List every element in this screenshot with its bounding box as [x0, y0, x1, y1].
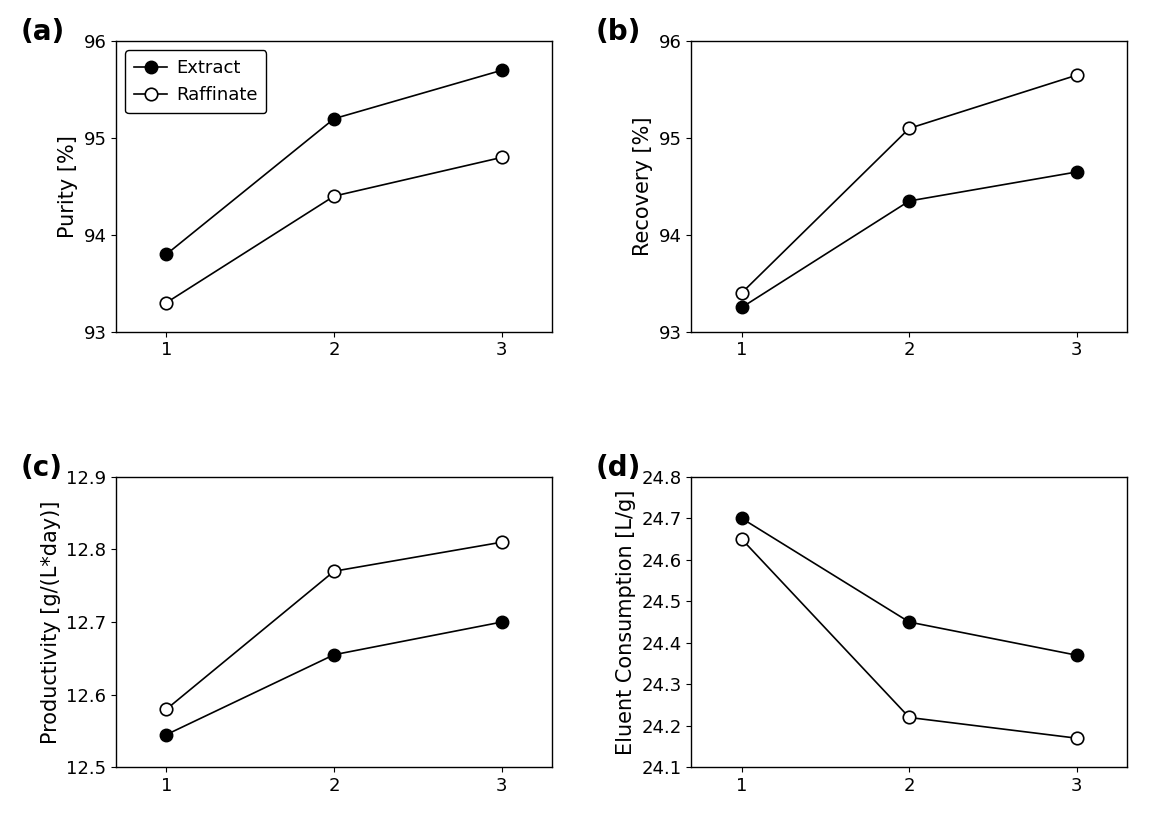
- Line: Raffinate: Raffinate: [736, 68, 1083, 299]
- Line: Raffinate: Raffinate: [160, 151, 508, 309]
- Extract: [328, 114, 342, 124]
- Raffinate: [1070, 733, 1084, 743]
- Text: (b): (b): [595, 18, 641, 46]
- Extract: [328, 650, 342, 660]
- Extract: [495, 65, 509, 75]
- Extract: [159, 729, 173, 739]
- Raffinate: [902, 124, 916, 134]
- Raffinate: [734, 534, 748, 544]
- Y-axis label: Productivity [g/(L*day)]: Productivity [g/(L*day)]: [41, 500, 60, 744]
- Legend: Extract, Raffinate: Extract, Raffinate: [125, 50, 266, 113]
- Y-axis label: Purity [%]: Purity [%]: [58, 135, 78, 238]
- Line: Raffinate: Raffinate: [736, 533, 1083, 744]
- Raffinate: [734, 288, 748, 298]
- Extract: [734, 513, 748, 523]
- Text: (d): (d): [595, 454, 641, 482]
- Y-axis label: Eluent Consumption [L/g]: Eluent Consumption [L/g]: [616, 489, 636, 755]
- Raffinate: [495, 537, 509, 547]
- Line: Extract: Extract: [160, 64, 508, 261]
- Line: Raffinate: Raffinate: [160, 536, 508, 715]
- Raffinate: [159, 705, 173, 714]
- Raffinate: [328, 191, 342, 201]
- Extract: [902, 617, 916, 627]
- Line: Extract: Extract: [736, 512, 1083, 662]
- Raffinate: [902, 713, 916, 723]
- Raffinate: [495, 153, 509, 163]
- Raffinate: [1070, 70, 1084, 80]
- Extract: [159, 249, 173, 259]
- Extract: [1070, 650, 1084, 660]
- Line: Extract: Extract: [736, 166, 1083, 314]
- Extract: [734, 303, 748, 313]
- Raffinate: [159, 298, 173, 308]
- Extract: [1070, 167, 1084, 177]
- Raffinate: [328, 566, 342, 576]
- Extract: [902, 196, 916, 206]
- Extract: [495, 617, 509, 627]
- Y-axis label: Recovery [%]: Recovery [%]: [633, 116, 653, 257]
- Text: (c): (c): [21, 454, 63, 482]
- Line: Extract: Extract: [160, 615, 508, 741]
- Text: (a): (a): [21, 18, 65, 46]
